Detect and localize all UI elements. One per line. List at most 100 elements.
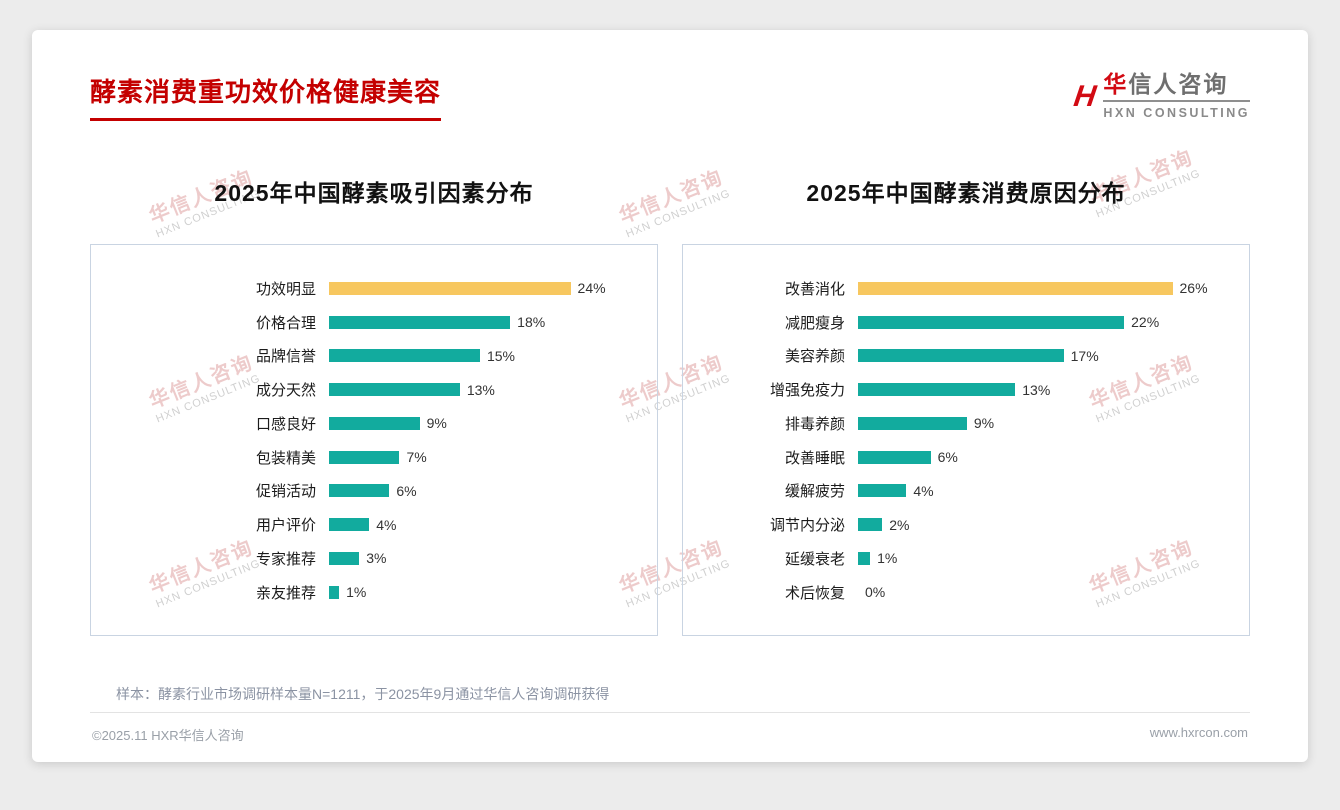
bar-value-label: 2% [889, 516, 910, 533]
bar [858, 416, 967, 430]
bar-area: 24% [329, 280, 641, 296]
bar [858, 518, 883, 532]
logo-name-rest: 信人咨询 [1128, 71, 1229, 97]
bar-value-label: 17% [1070, 347, 1099, 364]
bar-label: 品牌信誉 [255, 348, 316, 366]
bar-area: 3% [329, 550, 641, 566]
bar [329, 281, 571, 295]
bar-row: 缓解疲劳 4% [683, 476, 1233, 506]
header: 酵素消费重功效价格健康美容 H 华信人咨询 HXN CONSULTING [90, 71, 1250, 122]
logo-divider [1103, 100, 1250, 103]
bar-row: 品牌信誉 15% [91, 341, 641, 371]
chart-title: 2025年中国酵素消费原因分布 [806, 180, 1126, 207]
bar-area: 18% [329, 314, 641, 330]
bar-value-label: 13% [1022, 381, 1051, 398]
bar-area: 4% [329, 517, 641, 533]
bar-label: 促销活动 [255, 483, 316, 501]
bar-value-label: 6% [937, 449, 958, 466]
footer: ©2025.11 HXR华信人咨询 www.hxrcon.com [90, 712, 1250, 762]
company-logo: H 华信人咨询 HXN CONSULTING [1071, 71, 1250, 122]
bar-area: 13% [858, 382, 1233, 398]
bar [329, 551, 360, 565]
bar-value-label: 24% [577, 280, 606, 297]
bar-row: 成分天然 13% [91, 375, 641, 405]
bar-label: 价格合理 [255, 314, 316, 332]
bar-row: 术后恢复 0% [683, 577, 1233, 607]
bar-chart: 改善消化 26% 减肥瘦身 22% 美容养颜 17% 增强免疫力 13% 排毒养颜 9% 改善睡眠 6… [682, 244, 1250, 637]
bar [858, 281, 1173, 295]
bar-area: 1% [858, 550, 1233, 566]
bar [329, 349, 480, 363]
bar-row: 增强免疫力 13% [683, 375, 1233, 405]
bar-area: 9% [329, 415, 641, 431]
bar [858, 450, 931, 464]
bar-area: 13% [329, 382, 641, 398]
bar-value-label: 0% [865, 584, 886, 601]
bar-label: 功效明显 [255, 280, 316, 298]
logo-h-icon: H [1071, 80, 1098, 114]
bar-value-label: 9% [973, 415, 995, 432]
bar [858, 484, 907, 498]
bar-row: 调节内分泌 2% [683, 510, 1233, 540]
bar-label: 改善睡眠 [784, 449, 845, 467]
bar-label: 专家推荐 [255, 550, 316, 568]
bar [329, 518, 370, 532]
chart-title: 2025年中国酵素吸引因素分布 [214, 180, 534, 207]
bar-label: 排毒养颜 [784, 415, 845, 433]
bar-value-label: 4% [376, 516, 397, 533]
report-card: 华信人咨询 HXN CONSULTING 华信人咨询 HXN CONSULTING 华信… [32, 30, 1308, 762]
bar-row: 改善消化 26% [683, 273, 1233, 303]
bar-label: 调节内分泌 [769, 517, 845, 535]
charts-section: 2025年中国酵素吸引因素分布 功效明显 24% 价格合理 18% 品牌信誉 15% 成分天… [90, 174, 1250, 637]
website-text: www.hxrcon.com [1149, 725, 1248, 740]
chart-attraction-factors: 2025年中国酵素吸引因素分布 功效明显 24% 价格合理 18% 品牌信誉 15% 成分天… [90, 174, 658, 637]
bar-label: 成分天然 [255, 382, 316, 400]
logo-name-en: HXN CONSULTING [1103, 106, 1250, 121]
bar-row: 改善睡眠 6% [683, 442, 1233, 472]
bar-label: 亲友推荐 [255, 584, 316, 602]
bar-row: 功效明显 24% [91, 273, 641, 303]
bar-value-label: 15% [486, 347, 515, 364]
bar-row: 专家推荐 3% [91, 543, 641, 573]
bar-row: 排毒养颜 9% [683, 408, 1233, 438]
page-title: 酵素消费重功效价格健康美容 [90, 72, 442, 121]
logo-name-cn: 华信人咨询 [1103, 71, 1228, 97]
bar-label: 改善消化 [784, 280, 845, 298]
bar-value-label: 9% [426, 415, 447, 432]
bar-value-label: 1% [346, 584, 367, 601]
bar [329, 383, 460, 397]
bar-value-label: 1% [877, 550, 898, 567]
bar-value-label: 22% [1131, 314, 1160, 331]
bar [329, 450, 400, 464]
bar-area: 22% [858, 314, 1233, 330]
bar-label: 减肥瘦身 [784, 314, 845, 332]
bar [858, 383, 1016, 397]
bar-row: 价格合理 18% [91, 307, 641, 337]
bar-row: 美容养颜 17% [683, 341, 1233, 371]
bar-label: 延缓衰老 [784, 550, 845, 568]
bar-value-label: 3% [366, 550, 387, 567]
bar-value-label: 18% [517, 314, 546, 331]
bar-row: 用户评价 4% [91, 510, 641, 540]
bar-area: 7% [329, 449, 641, 465]
bar-area: 17% [858, 348, 1233, 364]
copyright-text: ©2025.11 HXR华信人咨询 [92, 728, 244, 743]
bar [329, 315, 511, 329]
sample-footnote: 样本：酵素行业市场调研样本量N=1211，于2025年9月通过华信人咨询调研获得 [116, 686, 610, 703]
bar [858, 551, 871, 565]
bar-area: 0% [858, 584, 1233, 600]
bar-row: 包装精美 7% [91, 442, 641, 472]
bar-row: 亲友推荐 1% [91, 577, 641, 607]
chart-consumption-reasons: 2025年中国酵素消费原因分布 改善消化 26% 减肥瘦身 22% 美容养颜 17% 增强免… [682, 174, 1250, 637]
bar-area: 9% [858, 415, 1233, 431]
bar-area: 15% [329, 348, 641, 364]
bar-row: 口感良好 9% [91, 408, 641, 438]
bar [858, 315, 1125, 329]
bar [858, 349, 1064, 363]
logo-text: 华信人咨询 HXN CONSULTING [1103, 71, 1250, 122]
logo-name-accent: 华 [1103, 71, 1129, 97]
bar-label: 包装精美 [255, 449, 316, 467]
bar-label: 美容养颜 [784, 348, 845, 366]
bar-area: 4% [858, 483, 1233, 499]
bar-value-label: 26% [1179, 280, 1208, 297]
